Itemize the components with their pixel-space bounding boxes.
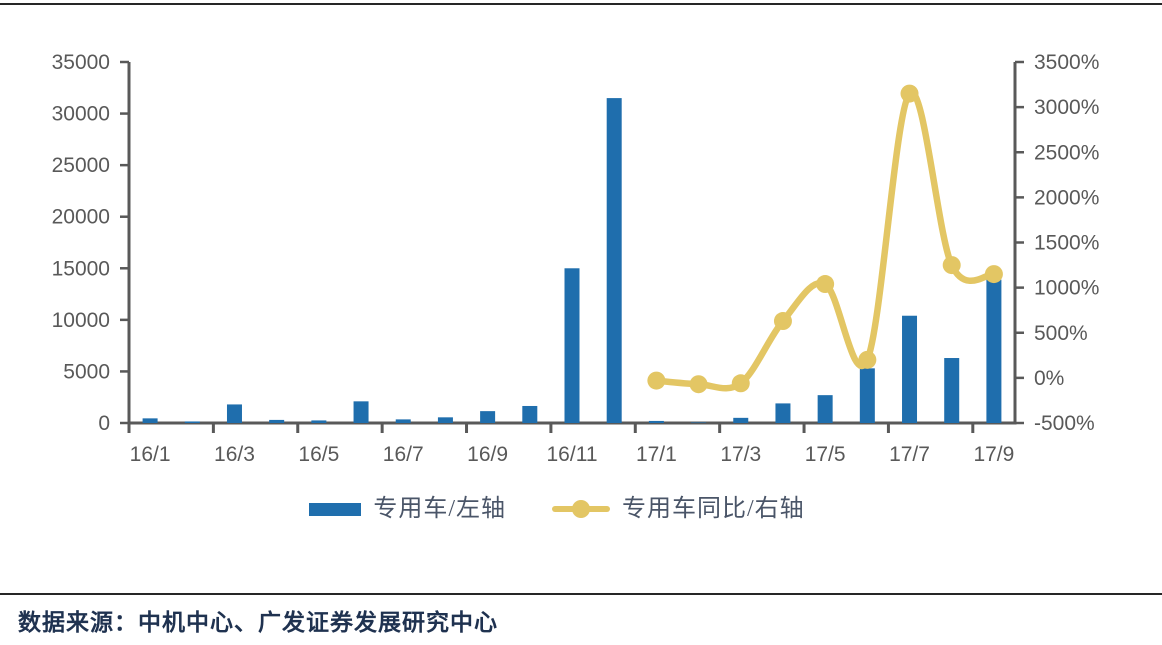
bar-17/2 [691, 422, 707, 423]
bar-17/4 [775, 403, 791, 423]
bar-17/7 [902, 315, 918, 423]
right-y-axis-tick-label: 2000% [1034, 186, 1099, 209]
yoy-point-17/2 [689, 375, 708, 394]
data-source-note: 数据来源：中机中心、广发证券发展研究中心 [18, 610, 498, 635]
left-y-axis-tick-label: 10000 [52, 309, 110, 332]
bar-16/10 [522, 405, 538, 423]
legend-item-line-series: 专用车同比/右轴 [552, 497, 805, 521]
yoy-point-17/5 [816, 275, 835, 294]
x-axis-tick-label: 16/11 [547, 443, 598, 466]
legend-item-bar-series: 专用车/左轴 [309, 497, 506, 521]
right-y-axis-tick-label: 500% [1034, 322, 1088, 345]
bar-17/6 [859, 368, 875, 423]
bar-16/7 [395, 419, 411, 423]
legend-label-line-series: 专用车同比/右轴 [622, 496, 805, 522]
x-axis-tick-label: 17/5 [805, 443, 846, 466]
bar-17/9 [986, 279, 1002, 423]
bar-16/2 [184, 421, 200, 423]
combo-chart: 35000 30000 25000 20000 15000 10000 5000 0 3500%… [52, 51, 1100, 466]
left-y-axis-tick-label: 30000 [52, 103, 110, 126]
x-axis-tick-label: 16/5 [298, 443, 339, 466]
bar-series-swatch-icon [309, 502, 362, 516]
yoy-point-17/4 [773, 312, 792, 331]
bar-16/8 [437, 417, 453, 423]
bar-16/4 [269, 419, 285, 423]
left-y-axis-tick-label: 35000 [52, 51, 110, 74]
right-y-axis-tick-label: 2500% [1034, 141, 1099, 164]
bar-16/11 [564, 268, 580, 423]
bar-16/12 [606, 98, 622, 423]
right-y-axis-tick-label: 3500% [1034, 51, 1099, 74]
x-axis-tick-label: 17/3 [720, 443, 761, 466]
x-axis-tick-label: 16/1 [130, 443, 171, 466]
chart-legend: 专用车/左轴 专用车同比/右轴 [0, 497, 1138, 521]
right-y-axis-tick-label: 3000% [1034, 96, 1099, 119]
bar-17/1 [648, 420, 664, 423]
yoy-point-17/8 [942, 256, 961, 275]
left-y-axis-tick-label: 20000 [52, 206, 110, 229]
bar-17/3 [733, 417, 749, 423]
bar-16/6 [353, 401, 369, 423]
bar-16/3 [226, 404, 242, 423]
left-y-axis-tick-label: 25000 [52, 154, 110, 177]
top-divider [0, 3, 1162, 5]
x-axis-tick-label: 16/9 [467, 443, 508, 466]
right-y-axis-tick-label: 1000% [1034, 277, 1099, 300]
bar-16/1 [142, 418, 158, 423]
bar-16/5 [311, 420, 327, 423]
x-axis-tick-label: 17/9 [973, 443, 1014, 466]
bar-17/5 [817, 395, 833, 423]
yoy-point-17/3 [731, 374, 750, 393]
x-axis-tick-label: 17/1 [636, 443, 677, 466]
yoy-point-17/6 [858, 350, 877, 369]
legend-label-bar-series: 专用车/左轴 [373, 496, 506, 522]
left-y-axis-tick-label: 0 [98, 412, 110, 435]
yoy-point-17/1 [647, 371, 666, 390]
right-y-axis-tick-label: 1500% [1034, 232, 1099, 255]
footer-divider [0, 593, 1162, 595]
left-y-axis-tick-label: 15000 [52, 257, 110, 280]
x-axis-tick-label: 16/7 [383, 443, 424, 466]
yoy-point-17/9 [984, 265, 1003, 284]
yoy-line [653, 89, 998, 392]
right-y-axis-tick-label: 0% [1034, 367, 1064, 390]
yoy-point-17/7 [900, 84, 919, 103]
left-y-axis-tick-label: 5000 [63, 360, 110, 383]
bar-17/8 [944, 358, 960, 423]
right-y-axis-tick-label: -500% [1034, 412, 1095, 435]
x-axis-tick-label: 16/3 [214, 443, 255, 466]
line-series-swatch-icon [552, 499, 610, 519]
bar-16/9 [480, 411, 496, 423]
x-axis-tick-label: 17/7 [889, 443, 930, 466]
